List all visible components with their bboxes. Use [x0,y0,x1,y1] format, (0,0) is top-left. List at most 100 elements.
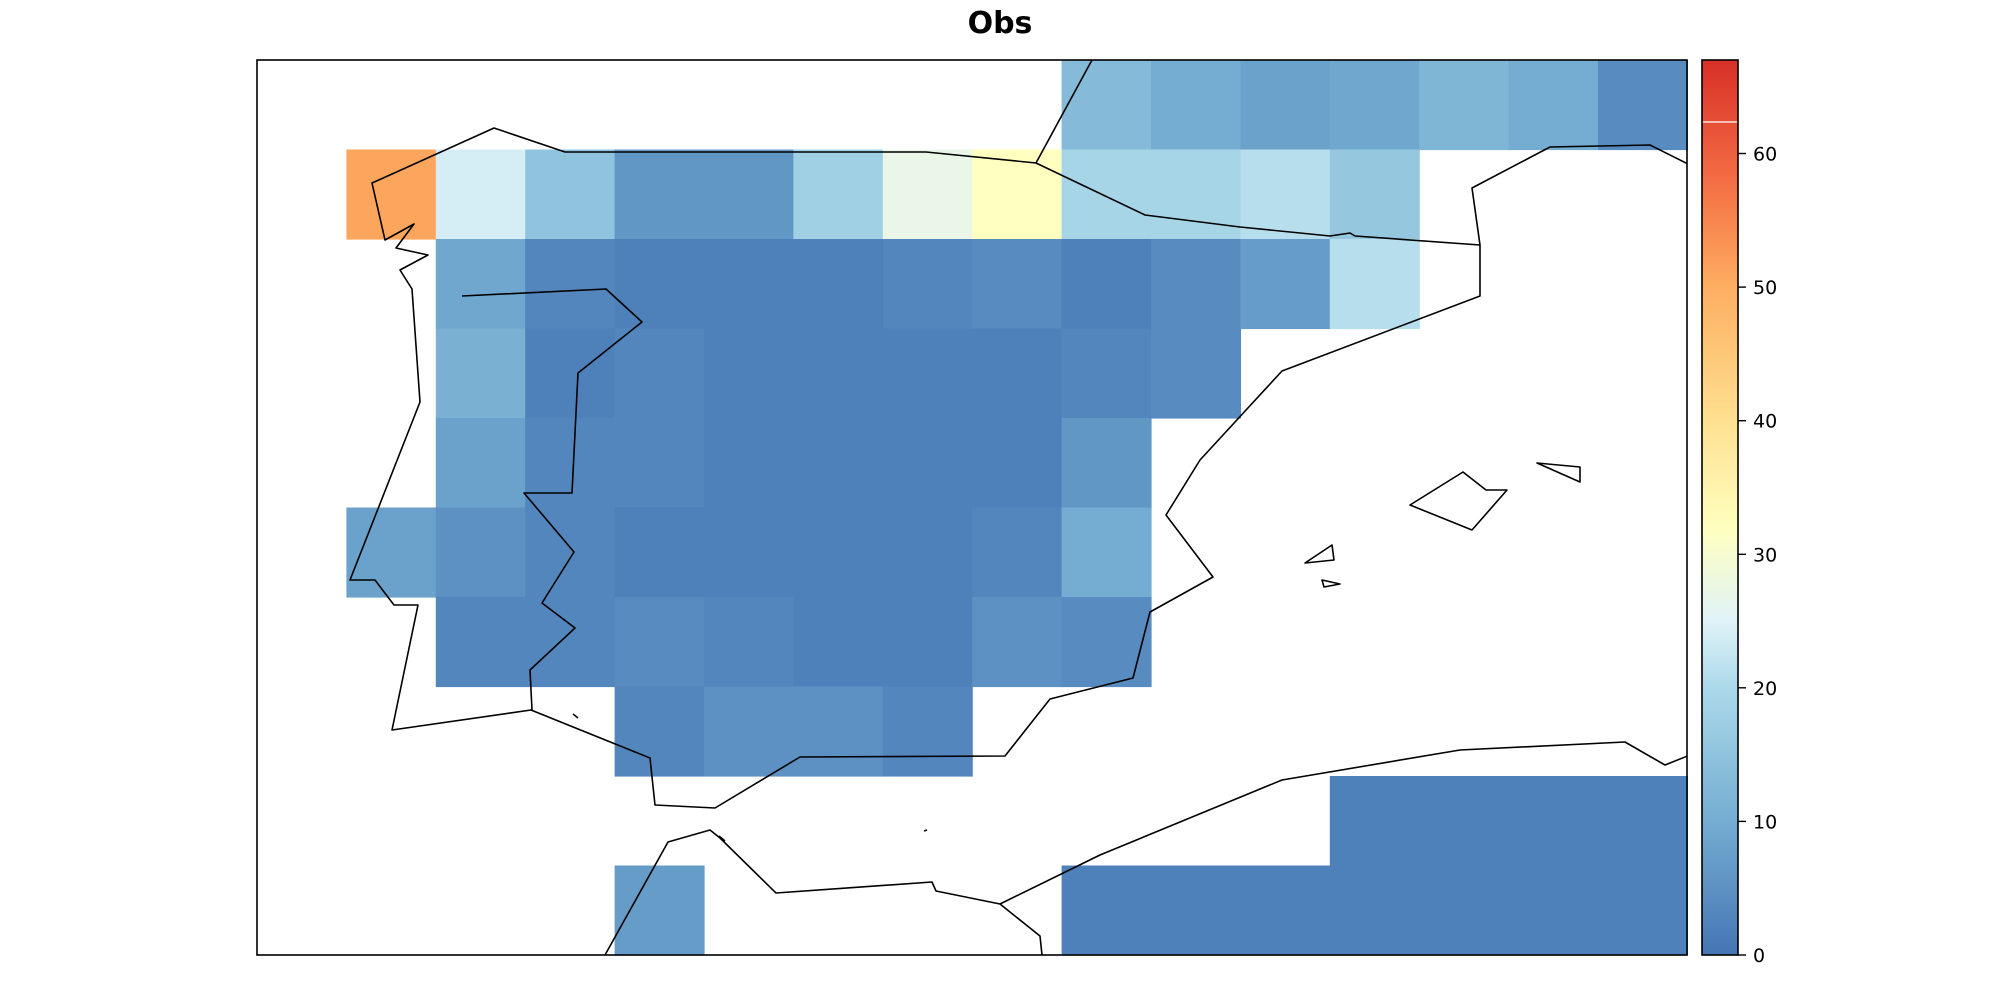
heatmap-cell [972,328,1063,419]
heatmap-cell [1151,60,1241,151]
heatmap-cell [1240,865,1331,956]
colorbar-ticks: 0 10 20 30 40 50 60 [1738,144,1777,967]
heatmap-cell [972,507,1063,598]
formentera-island [1321,579,1341,588]
heatmap-cell [1598,865,1688,956]
heatmap-cell [1151,239,1241,330]
heatmap-cell [793,507,884,598]
heatmap-cell [793,597,884,688]
menorca-island [1536,462,1581,483]
heatmap-cell [1240,239,1331,330]
heatmap-cell [704,418,794,509]
colorbar-tick-label: 30 [1753,544,1777,566]
heatmap-cell [614,239,705,330]
heatmap-cell [882,507,973,598]
mallorca-island [1409,471,1508,531]
heatmap-cell [972,239,1063,330]
heatmap-cell [1151,865,1241,956]
islet-small [572,713,579,719]
heatmap-cells [346,60,1688,956]
heatmap-cell [525,507,616,598]
heatmap-cell [972,149,1063,240]
heatmap-cell [1329,149,1420,240]
heatmap-cell [1329,865,1420,956]
heatmap-cell [882,328,973,419]
heatmap-cell [1240,60,1331,151]
colorbar-tick-label: 10 [1753,811,1777,833]
heatmap-cell [793,328,884,419]
heatmap-cell [1151,328,1241,419]
heatmap-cell [435,328,526,419]
heatmap-cell [525,328,616,419]
heatmap-cell [614,865,705,956]
heatmap-cell [435,418,526,509]
heatmap-cell [793,239,884,330]
spain-portugal-border [461,288,643,711]
heatmap-cell [1508,776,1599,867]
heatmap-cell [1329,239,1420,330]
heatmap-cell [882,597,973,688]
colorbar [1702,60,1738,955]
heatmap-cell [882,686,973,777]
heatmap-cell [614,507,705,598]
heatmap-cell [614,328,705,419]
heatmap-cell [525,149,616,240]
colorbar-tick-label: 0 [1753,945,1765,967]
ibiza-island [1304,544,1335,564]
heatmap-cell [704,686,794,777]
heatmap-cell [793,418,884,509]
heatmap-cell [704,328,794,419]
heatmap-cell [1508,865,1599,956]
heatmap-cell [793,686,884,777]
heatmap-cell [346,149,437,240]
heatmap-cell [793,149,884,240]
heatmap-cell [1061,597,1152,688]
heatmap-cell [614,418,705,509]
colorbar-tick-label: 60 [1753,144,1777,166]
heatmap-cell [972,418,1063,509]
heatmap-cell [882,149,973,240]
heatmap-cell [1419,865,1510,956]
islet-alboran [923,829,928,832]
heatmap-cell [435,149,526,240]
heatmap-cell [1061,239,1152,330]
heatmap-cell [346,507,437,598]
morocco-border [718,835,726,842]
algeria-border [999,903,1043,955]
heatmap-cell [1329,60,1420,151]
heatmap-cell [1061,507,1152,598]
north-africa-coastline [604,741,1687,955]
heatmap-cell [704,597,794,688]
heatmap-cell [435,239,526,330]
heatmap-cell [614,149,705,240]
heatmap-cell [435,507,526,598]
heatmap-cell [704,239,794,330]
heatmap-cell [704,507,794,598]
heatmap-cell [525,597,616,688]
heatmap-cell [1508,60,1599,151]
heatmap-cell [1061,149,1152,240]
heatmap-cell [614,686,705,777]
heatmap-cell [704,149,794,240]
colorbar-tick-label: 20 [1753,678,1777,700]
france-coastline [1471,144,1687,246]
heatmap-cell [435,597,526,688]
heatmap-cell [1419,776,1510,867]
heatmap-cell [1419,60,1510,151]
heatmap-cell [525,239,616,330]
colorbar-frame [1701,59,1739,956]
heatmap-cell [1240,149,1331,240]
heatmap-cell [614,597,705,688]
coastline-layer [349,60,1687,955]
heatmap-cell [1329,776,1420,867]
map-title: Obs [967,6,1033,41]
iberia-coastline [349,60,1481,809]
heatmap-cell [1061,60,1152,151]
heatmap-cell [1061,328,1152,419]
heatmap-cell [1061,865,1152,956]
colorbar-tick-label: 50 [1753,277,1777,299]
heatmap-cell [882,239,973,330]
heatmap-cell [1598,776,1688,867]
colorbar-tick-label: 40 [1753,411,1777,433]
